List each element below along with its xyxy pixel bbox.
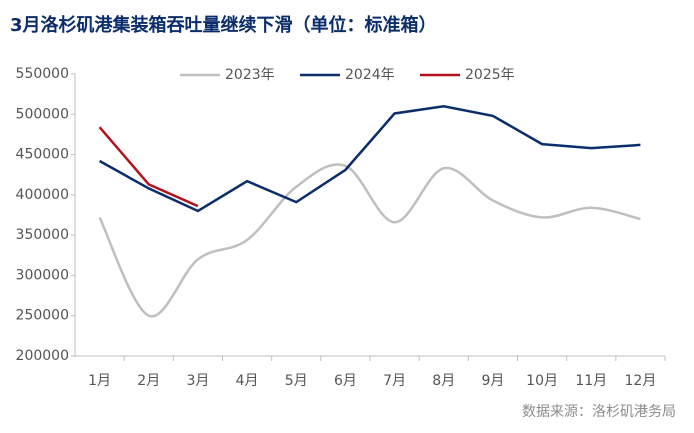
legend-label: 2023年: [225, 67, 275, 83]
x-tick-label: 2月: [137, 373, 160, 389]
y-tick-label: 200000: [16, 348, 69, 364]
series-line: [98, 163, 641, 318]
x-tick-label: 10月: [526, 373, 558, 389]
x-tick-label: 4月: [236, 373, 259, 389]
y-tick-label: 250000: [16, 308, 69, 324]
x-tick-label: 8月: [432, 373, 455, 389]
x-tick-label: 9月: [481, 373, 504, 389]
legend-label: 2025年: [465, 67, 515, 83]
x-tick-label: 12月: [625, 373, 657, 389]
x-tick-label: 5月: [285, 373, 308, 389]
chart-title: 3月洛杉矶港集装箱吞吐量继续下滑（单位：标准箱）: [10, 14, 437, 36]
y-tick-label: 500000: [16, 106, 69, 122]
y-tick-label: 300000: [16, 267, 69, 283]
series-line: [98, 104, 641, 213]
x-tick-label: 1月: [88, 373, 111, 389]
x-tick-label: 11月: [575, 373, 607, 389]
y-tick-label: 400000: [16, 187, 69, 203]
y-tick-label: 550000: [16, 66, 69, 82]
y-tick-label: 350000: [16, 227, 69, 243]
y-tick-label: 450000: [16, 147, 69, 163]
x-tick-label: 7月: [383, 373, 406, 389]
x-tick-label: 6月: [334, 373, 357, 389]
source: 数据来源：洛杉矶港务局: [522, 404, 676, 420]
x-tick-label: 3月: [186, 373, 209, 389]
legend-label: 2024年: [345, 67, 395, 83]
series-line: [98, 126, 199, 208]
